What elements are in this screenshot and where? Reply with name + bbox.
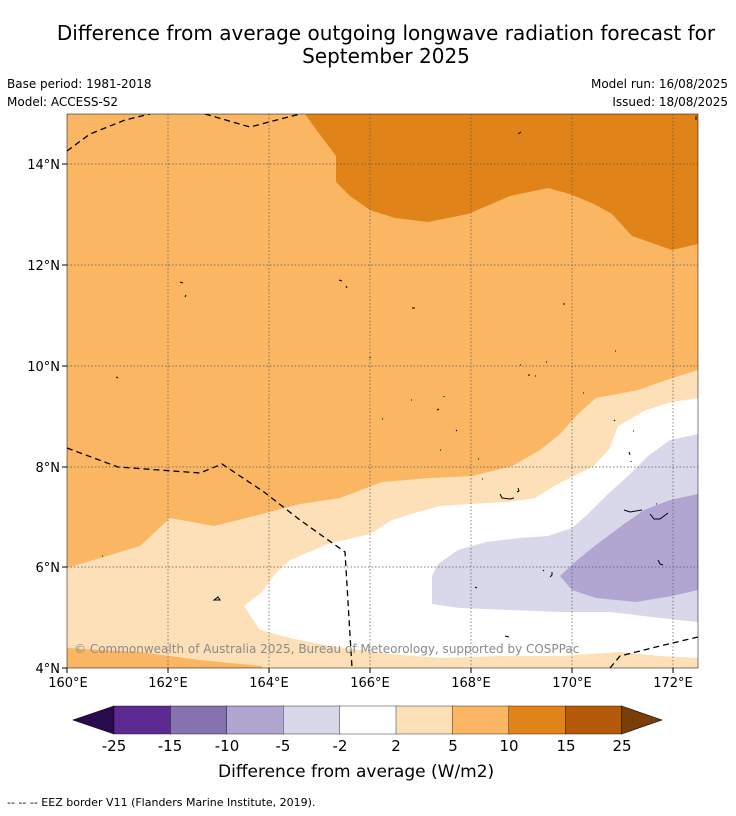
y-tick-6n: 6°N <box>36 561 61 576</box>
colorbar-label: Difference from average (W/m2) <box>218 762 495 782</box>
y-tick-4n: 4°N <box>36 662 61 677</box>
y-tick-12n: 12°N <box>27 259 60 274</box>
colorbar-swatch <box>508 705 566 735</box>
x-tick-166e: 166°E <box>350 676 390 691</box>
cbar-tick-10: 10 <box>499 737 518 755</box>
colorbar-ticks: -25 -15 -10 -5 -2 2 5 10 15 25 <box>102 737 632 755</box>
colorbar-swatch <box>395 705 454 735</box>
region-10-15 <box>305 114 698 250</box>
model-run: Model run: 16/08/2025 <box>590 77 728 91</box>
issued-date: Issued: 18/08/2025 <box>612 95 728 109</box>
y-axis <box>62 163 67 669</box>
x-tick-162e: 162°E <box>148 676 188 691</box>
colorbar-swatch <box>565 705 623 735</box>
x-tick-164e: 164°E <box>249 676 289 691</box>
model-name: Model: ACCESS-S2 <box>7 95 119 109</box>
x-tick-170e: 170°E <box>552 676 592 691</box>
title-line-1: Difference from average outgoing longwav… <box>56 21 716 45</box>
colorbar-swatches <box>72 705 663 735</box>
cbar-tick-minus2: -2 <box>333 737 348 755</box>
islands <box>102 116 697 638</box>
cbar-tick-minus15: -15 <box>158 737 183 755</box>
base-period: Base period: 1981-2018 <box>7 77 152 91</box>
colorbar-arrow-high <box>621 705 663 735</box>
y-tick-8n: 8°N <box>36 461 61 476</box>
colorbar: -25 -15 -10 -5 -2 2 5 10 15 25 <box>72 705 663 755</box>
cbar-tick-25: 25 <box>612 737 631 755</box>
copyright-notice: © Commonwealth of Australia 2025, Bureau… <box>74 642 579 656</box>
colorbar-arrow-low <box>72 705 115 735</box>
map-title: Difference from average outgoing longwav… <box>0 22 736 68</box>
cbar-tick-15: 15 <box>556 737 575 755</box>
region-5-10-south <box>67 648 262 668</box>
y-tick-14n: 14°N <box>27 158 60 173</box>
x-axis <box>66 668 674 673</box>
colorbar-swatch <box>452 705 510 735</box>
x-tick-172e: 172°E <box>653 676 693 691</box>
map-frame <box>66 113 699 669</box>
eez-border <box>67 114 698 668</box>
meta-left: Base period: 1981-2018 Model: ACCESS-S2 <box>7 75 152 111</box>
colorbar-swatch <box>113 705 172 735</box>
colorbar-swatch <box>339 705 397 735</box>
gridlines <box>67 114 698 668</box>
region-minus10-minus5 <box>560 494 698 602</box>
map-fill <box>67 114 698 668</box>
cbar-tick-minus5: -5 <box>276 737 291 755</box>
map-panel: © Commonwealth of Australia 2025, Bureau… <box>27 113 699 691</box>
colorbar-swatch <box>283 705 341 735</box>
cbar-tick-2: 2 <box>391 737 401 755</box>
meta-right: Model run: 16/08/2025 Issued: 18/08/2025 <box>591 75 728 111</box>
title-line-2: September 2025 <box>302 44 470 68</box>
cbar-tick-minus10: -10 <box>215 737 240 755</box>
x-tick-168e: 168°E <box>451 676 491 691</box>
colorbar-swatch <box>226 705 284 735</box>
colorbar-swatch <box>170 705 228 735</box>
cbar-tick-5: 5 <box>448 737 458 755</box>
eez-footnote: -- -- -- EEZ border V11 (Flanders Marine… <box>7 796 316 809</box>
y-tick-10n: 10°N <box>27 360 60 375</box>
cbar-tick-minus25: -25 <box>102 737 127 755</box>
x-tick-160e: 160°E <box>48 676 88 691</box>
